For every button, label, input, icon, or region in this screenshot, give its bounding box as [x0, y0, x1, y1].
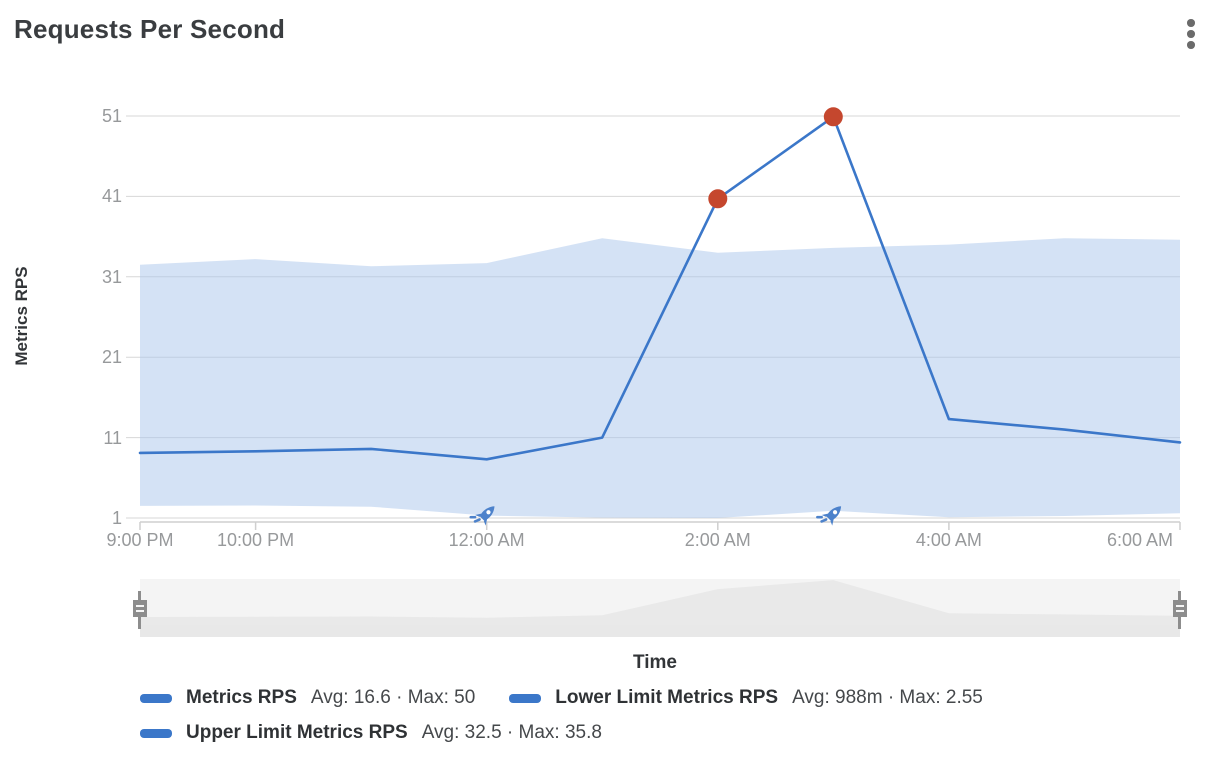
kebab-menu-icon — [1187, 19, 1195, 49]
deployment-rocket-icon[interactable] — [469, 500, 500, 529]
legend-item-lower-limit[interactable]: Lower Limit Metrics RPS Avg: 988m · Max:… — [509, 687, 983, 709]
y-tick-label: 21 — [101, 347, 122, 368]
y-axis-title: Metrics RPS — [12, 266, 31, 366]
brush-handle-left[interactable] — [132, 591, 147, 629]
x-tick-label: 2:00 AM — [684, 530, 751, 550]
legend-stats: Avg: 16.6 · Max: 50 — [310, 687, 476, 708]
y-tick-label: 51 — [101, 106, 122, 126]
x-axis-title: Time — [632, 652, 678, 673]
x-tick-label: 12:00 AM — [448, 530, 525, 550]
anomaly-point[interactable] — [708, 189, 728, 209]
legend-stats: Avg: 32.5 · Max: 35.8 — [421, 722, 602, 743]
limit-band — [140, 238, 1180, 518]
y-tick-label: 31 — [101, 266, 122, 287]
x-tick-label: 9:00 PM — [106, 530, 174, 550]
navigator-scroll-strip[interactable] — [140, 625, 1180, 637]
legend: Metrics RPS Avg: 16.6 · Max: 50 Lower Li… — [140, 687, 983, 744]
x-tick-label: 4:00 AM — [915, 530, 982, 550]
time-brush-track[interactable] — [140, 579, 1180, 625]
metrics-rps-line — [138, 115, 1182, 461]
x-tick-label: 6:00 AM — [1106, 530, 1174, 550]
brush-grip-icon — [132, 600, 147, 617]
x-tick-label: 10:00 PM — [217, 530, 295, 550]
legend-label: Metrics RPS — [186, 687, 297, 708]
page-title: Requests Per Second — [14, 14, 286, 44]
legend-row: Upper Limit Metrics RPS Avg: 32.5 · Max:… — [140, 722, 983, 744]
y-tick-label: 11 — [103, 427, 122, 448]
legend-label: Upper Limit Metrics RPS — [186, 722, 408, 743]
y-tick-label: 1 — [111, 508, 122, 528]
options-menu-button[interactable] — [1180, 14, 1202, 54]
legend-item-upper-limit[interactable]: Upper Limit Metrics RPS Avg: 32.5 · Max:… — [140, 722, 602, 744]
deployment-rocket-icon[interactable] — [816, 500, 846, 529]
anomaly-point[interactable] — [823, 107, 843, 127]
legend-label: Lower Limit Metrics RPS — [555, 687, 779, 708]
series-swatch-icon — [140, 728, 172, 738]
series-swatch-icon — [509, 693, 542, 703]
brush-handle-right[interactable] — [1172, 591, 1187, 629]
brush-grip-icon — [1172, 600, 1187, 617]
legend-item-metrics-rps[interactable]: Metrics RPS Avg: 16.6 · Max: 50 — [140, 687, 475, 709]
legend-row: Metrics RPS Avg: 16.6 · Max: 50 Lower Li… — [140, 687, 983, 709]
legend-stats: Avg: 988m · Max: 2.55 — [792, 687, 983, 708]
y-tick-label: 41 — [101, 186, 122, 207]
series-swatch-icon — [140, 693, 172, 703]
